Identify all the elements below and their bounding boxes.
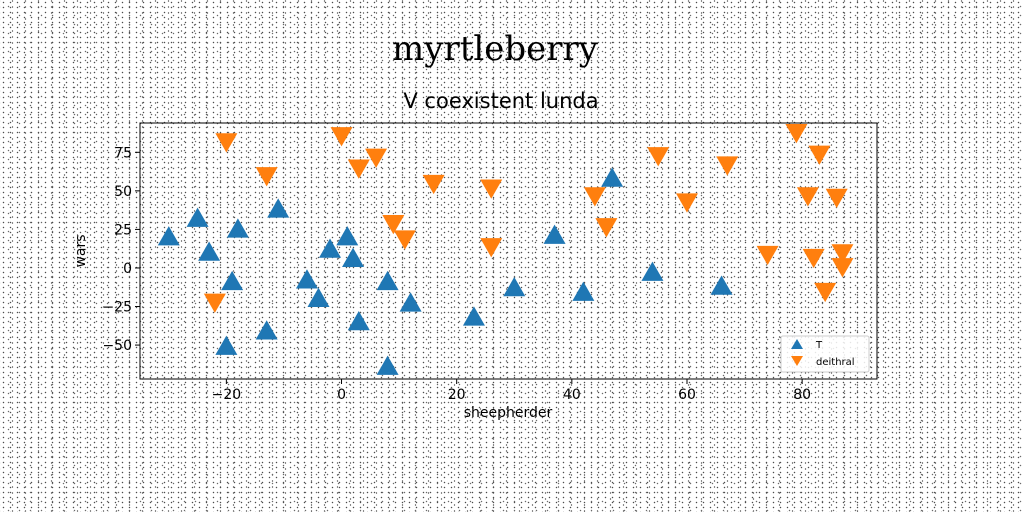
series-T — [157, 167, 733, 375]
data-point — [295, 269, 318, 289]
y-tick-label: 50 — [114, 184, 132, 200]
x-axis-label: sheepherder — [464, 405, 553, 421]
data-point — [710, 275, 733, 295]
data-point — [203, 293, 226, 313]
series-deithral — [203, 124, 854, 313]
y-tick-label: 25 — [114, 222, 132, 238]
data-point — [716, 156, 739, 176]
legend-frame — [780, 335, 870, 373]
data-point — [376, 355, 399, 375]
data-point — [601, 167, 624, 187]
data-point — [583, 187, 606, 207]
data-point — [336, 226, 359, 246]
data-point — [347, 159, 370, 179]
data-point — [319, 238, 342, 258]
x-tick-label: 20 — [448, 387, 466, 403]
x-tick-label: 0 — [337, 387, 346, 403]
legend: T deithral — [780, 335, 870, 373]
data-point — [480, 238, 503, 258]
data-point — [641, 261, 664, 281]
data-point — [595, 218, 618, 238]
data-point — [365, 148, 388, 168]
y-axis-label: wars — [73, 234, 89, 267]
data-point — [215, 335, 238, 355]
legend-marker-t — [791, 339, 803, 349]
data-point — [796, 187, 819, 207]
data-point — [572, 281, 595, 301]
y-axis: −50 −25 0 25 50 75 — [102, 145, 140, 354]
data-point — [186, 207, 209, 227]
data-point — [756, 245, 779, 266]
figure-suptitle: myrtleberry — [392, 29, 599, 69]
data-point — [198, 241, 221, 261]
data-point — [480, 179, 503, 199]
data-point — [802, 248, 825, 269]
data-point — [543, 224, 566, 244]
plot-area-frame — [139, 122, 878, 380]
data-point — [785, 124, 808, 144]
y-tick-label: −50 — [102, 338, 132, 354]
y-tick-label: −25 — [102, 300, 132, 316]
data-point — [814, 282, 837, 303]
data-point — [825, 188, 848, 209]
data-point — [267, 198, 290, 218]
data-point — [255, 320, 278, 340]
data-point — [393, 230, 416, 250]
data-point — [255, 167, 278, 187]
data-point — [330, 127, 353, 147]
x-tick-label: 80 — [793, 387, 811, 403]
data-point — [382, 214, 405, 235]
x-axis: −20 0 20 40 60 80 — [212, 379, 811, 403]
data-point — [647, 147, 670, 167]
data-point — [831, 244, 854, 264]
data-point — [422, 174, 445, 195]
legend-label-t: T — [815, 340, 823, 351]
data-point — [675, 193, 698, 213]
y-tick-label: 0 — [123, 261, 132, 277]
data-point — [503, 277, 526, 297]
x-tick-label: 60 — [678, 387, 696, 403]
data-point — [221, 270, 244, 291]
legend-marker-deithral — [791, 356, 803, 366]
data-point — [831, 258, 854, 278]
x-tick-label: 40 — [563, 387, 581, 403]
legend-label-deithral: deithral — [816, 357, 855, 368]
data-point — [226, 218, 249, 238]
data-point — [808, 145, 831, 165]
data-point — [376, 270, 399, 291]
data-point — [307, 287, 330, 308]
data-point — [347, 310, 370, 331]
data-point — [399, 292, 422, 312]
chart-title: V coexistent lunda — [403, 89, 598, 113]
data-point — [157, 226, 180, 246]
y-tick-label: 75 — [114, 145, 132, 161]
data-point — [215, 133, 238, 153]
data-point — [462, 306, 485, 326]
x-tick-label: −20 — [212, 387, 242, 403]
data-point — [342, 247, 365, 267]
